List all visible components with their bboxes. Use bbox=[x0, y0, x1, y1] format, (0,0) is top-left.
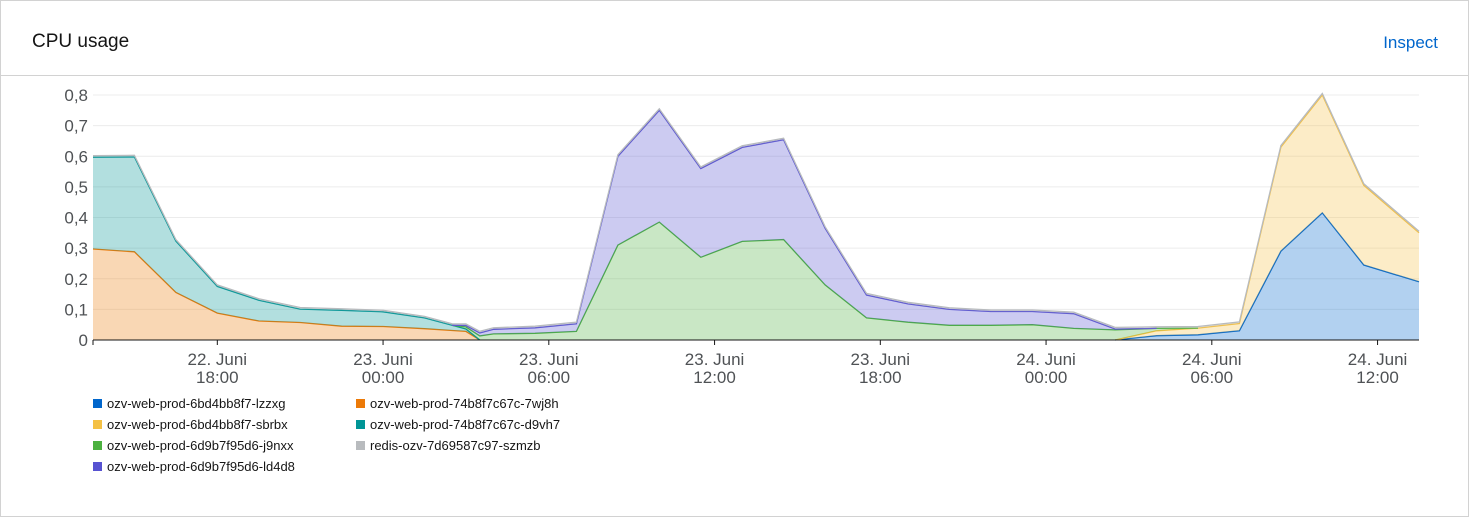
x-tick-label-date: 23. Juni bbox=[851, 350, 911, 369]
line-ozv-web-prod-74b8f7c67c-7wj8h bbox=[92, 248, 481, 341]
x-tick-label-time: 06:00 bbox=[528, 368, 571, 387]
legend-item-ozv-web-prod-6d9b7f95d6-ld4d8[interactable]: ozv-web-prod-6d9b7f95d6-ld4d8 bbox=[93, 459, 295, 474]
y-tick-label: 0,1 bbox=[64, 300, 88, 319]
y-tick-label: 0,6 bbox=[64, 147, 88, 166]
legend-label: ozv-web-prod-6d9b7f95d6-ld4d8 bbox=[107, 459, 295, 474]
legend-swatch bbox=[93, 399, 102, 408]
x-tick-label-date: 23. Juni bbox=[519, 350, 579, 369]
x-tick-label-time: 18:00 bbox=[196, 368, 239, 387]
y-tick-label: 0 bbox=[79, 331, 88, 350]
y-tick-label: 0,3 bbox=[64, 239, 88, 258]
legend-swatch bbox=[93, 441, 102, 450]
x-tick-label-time: 18:00 bbox=[859, 368, 902, 387]
x-tick-label-time: 00:00 bbox=[1025, 368, 1068, 387]
inspect-link[interactable]: Inspect bbox=[1383, 33, 1438, 52]
x-tick-label-time: 06:00 bbox=[1191, 368, 1234, 387]
legend-swatch bbox=[356, 399, 365, 408]
x-tick-label-date: 23. Juni bbox=[353, 350, 413, 369]
area-ozv-web-prod-74b8f7c67c-d9vh7 bbox=[93, 156, 480, 340]
area-ozv-web-prod-6bd4bb8f7-sbrbx bbox=[1115, 95, 1419, 340]
legend-label: ozv-web-prod-74b8f7c67c-d9vh7 bbox=[370, 417, 561, 432]
legend-item-ozv-web-prod-74b8f7c67c-d9vh7[interactable]: ozv-web-prod-74b8f7c67c-d9vh7 bbox=[356, 417, 560, 432]
legend-label: ozv-web-prod-6bd4bb8f7-lzzxg bbox=[107, 396, 286, 411]
x-tick-label-time: 12:00 bbox=[1356, 368, 1399, 387]
legend-label: ozv-web-prod-74b8f7c67c-7wj8h bbox=[370, 396, 559, 411]
x-tick-label-date: 24. Juni bbox=[1016, 350, 1076, 369]
legend-label: ozv-web-prod-6bd4bb8f7-sbrbx bbox=[107, 417, 288, 432]
legend-swatch bbox=[356, 441, 365, 450]
line-redis-ozv-7d69587c97-szmzb bbox=[92, 92, 1420, 332]
x-tick-label-date: 22. Juni bbox=[188, 350, 248, 369]
y-tick-label: 0,4 bbox=[64, 209, 88, 228]
legend-item-redis-ozv-7d69587c97-szmzb[interactable]: redis-ozv-7d69587c97-szmzb bbox=[356, 438, 541, 453]
area-ozv-web-prod-6bd4bb8f7-lzzxg bbox=[1115, 212, 1419, 340]
x-tick-label-date: 23. Juni bbox=[685, 350, 745, 369]
x-tick-label-date: 24. Juni bbox=[1182, 350, 1242, 369]
card-title: CPU usage bbox=[32, 31, 130, 52]
x-tick-label-time: 12:00 bbox=[693, 368, 736, 387]
area-ozv-web-prod-6d9b7f95d6-ld4d8 bbox=[452, 110, 1157, 336]
legend-swatch bbox=[356, 420, 365, 429]
legend-item-ozv-web-prod-6bd4bb8f7-sbrbx[interactable]: ozv-web-prod-6bd4bb8f7-sbrbx bbox=[93, 417, 288, 432]
area-ozv-web-prod-6d9b7f95d6-j9nxx bbox=[452, 222, 1199, 340]
line-ozv-web-prod-6d9b7f95d6-j9nxx bbox=[452, 221, 1199, 337]
legend-swatch bbox=[93, 462, 102, 471]
legend-swatch bbox=[93, 420, 102, 429]
y-tick-label: 0,2 bbox=[64, 270, 88, 289]
x-tick-label-time: 00:00 bbox=[362, 368, 405, 387]
area-ozv-web-prod-74b8f7c67c-7wj8h bbox=[93, 249, 480, 340]
card-header: CPU usage Inspect bbox=[1, 1, 1468, 76]
x-tick-label-date: 24. Juni bbox=[1348, 350, 1408, 369]
legend-item-ozv-web-prod-6d9b7f95d6-j9nxx[interactable]: ozv-web-prod-6d9b7f95d6-j9nxx bbox=[93, 438, 293, 453]
legend-item-ozv-web-prod-6bd4bb8f7-lzzxg[interactable]: ozv-web-prod-6bd4bb8f7-lzzxg bbox=[93, 396, 285, 411]
line-ozv-web-prod-6bd4bb8f7-lzzxg bbox=[1115, 211, 1420, 341]
y-tick-label: 0,7 bbox=[64, 117, 88, 136]
legend-label: ozv-web-prod-6d9b7f95d6-j9nxx bbox=[107, 438, 294, 453]
line-ozv-web-prod-6d9b7f95d6-ld4d8 bbox=[452, 109, 1157, 334]
cpu-usage-chart: 00,10,20,30,40,50,60,70,822. Juni18:0023… bbox=[64, 86, 1420, 387]
y-tick-label: 0,5 bbox=[64, 178, 88, 197]
y-tick-label: 0,8 bbox=[64, 86, 88, 105]
legend-item-ozv-web-prod-74b8f7c67c-7wj8h[interactable]: ozv-web-prod-74b8f7c67c-7wj8h bbox=[356, 396, 559, 411]
legend-label: redis-ozv-7d69587c97-szmzb bbox=[370, 438, 541, 453]
